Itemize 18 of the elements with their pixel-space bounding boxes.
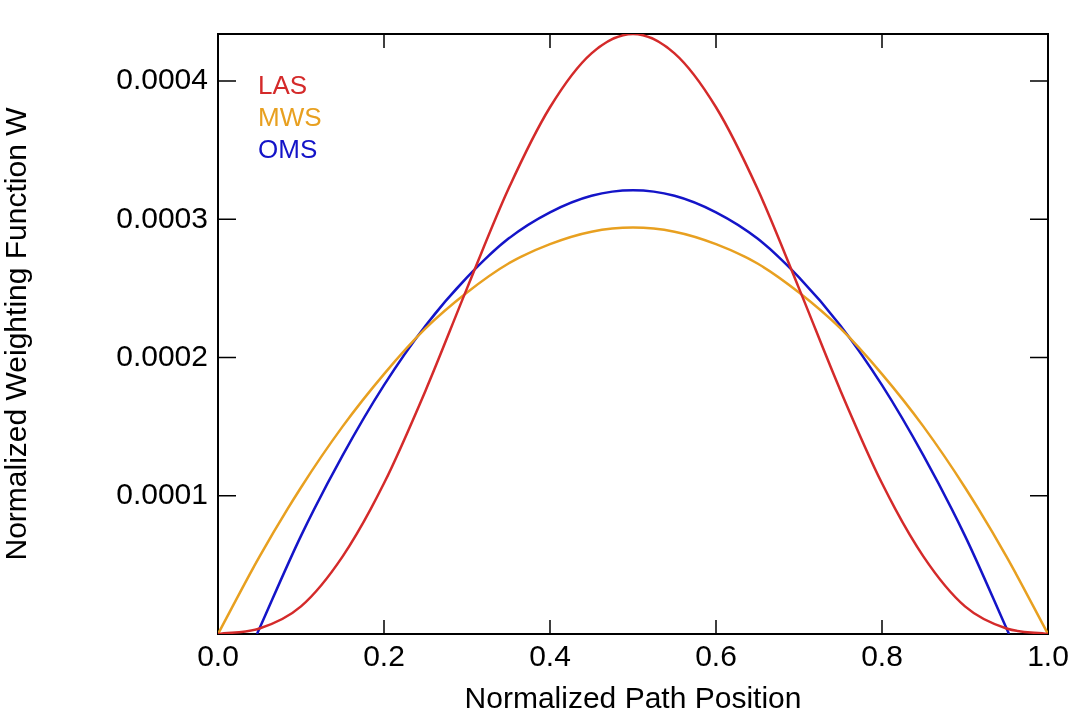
- x-tick-label: 0.4: [529, 639, 571, 673]
- line-series: [218, 226, 1048, 634]
- x-tick-label: 0.0: [197, 639, 239, 673]
- line-series: [255, 188, 1011, 634]
- x-tick-label: 0.8: [861, 639, 903, 673]
- text: MWS: [258, 102, 322, 133]
- line-series: [218, 34, 1048, 634]
- x-tick-label: 1.0: [1027, 639, 1069, 673]
- x-tick-label: 0.6: [695, 639, 737, 673]
- y-tick-label: 0.0004: [116, 62, 208, 96]
- y-tick-label: 0.0002: [116, 338, 208, 372]
- y-tick-label: 0.0003: [116, 200, 208, 234]
- y-axis-title: Normalized Weighting Function W: [0, 106, 33, 561]
- text: OMS: [258, 134, 318, 165]
- y-tick-label: 0.0001: [116, 477, 208, 511]
- text: LAS: [258, 70, 308, 101]
- x-tick-label: 0.2: [363, 639, 405, 673]
- x-axis-title: Normalized Path Position: [464, 681, 802, 715]
